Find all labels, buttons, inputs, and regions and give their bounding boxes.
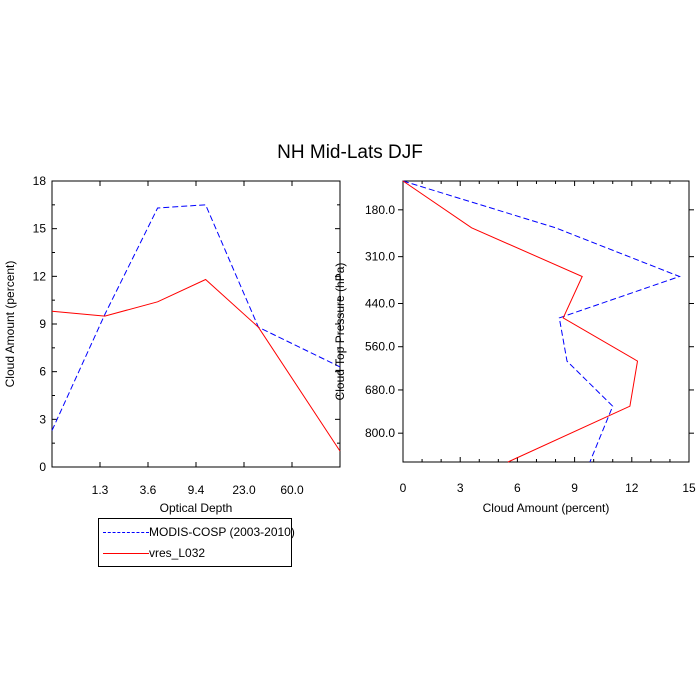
left-y-tick-label: 15: [33, 222, 47, 236]
right-x-tick-label: 3: [457, 481, 464, 495]
left-y-tick-label: 18: [33, 174, 47, 188]
right-plot-frame: [402, 180, 690, 463]
left-y-tick-label: 3: [39, 412, 46, 426]
right-x-tick-label: 12: [625, 481, 639, 495]
left-x-tick-label: 9.4: [188, 483, 205, 497]
left-y-tick-label: 9: [39, 317, 46, 331]
right-x-tick-label: 9: [571, 481, 578, 495]
right-y-tick-label: 440.0: [365, 296, 395, 310]
left-plot-frame: [51, 180, 341, 468]
left-y-tick-label: 12: [33, 269, 47, 283]
left-y-tick-label: 6: [39, 365, 46, 379]
left-y-axis-label: Cloud Amount (percent): [3, 261, 17, 388]
legend-swatch-modis: [103, 532, 149, 533]
right-series-line-vres: [402, 180, 639, 463]
right-plot: 0 3 6 9 12 15 180.0 310.0 440.0 560.0 680.0 800.0 Cl…: [333, 180, 696, 515]
left-x-tick-label: 60.0: [280, 483, 304, 497]
left-plot: 0 3 6 9 12 15 18 1.3 3.6 9.4 23.0 60.0 Optical Depth…: [3, 174, 341, 515]
legend-item-vres: vres_L032: [99, 545, 293, 563]
legend-label-vres: vres_L032: [149, 546, 206, 560]
left-x-tick-label: 23.0: [232, 483, 256, 497]
right-y-tick-label: 310.0: [365, 250, 395, 264]
left-x-tick-label: 3.6: [140, 483, 157, 497]
left-x-tick-label: 1.3: [92, 483, 109, 497]
right-x-tick-label: 0: [400, 481, 407, 495]
right-y-tick-label: 680.0: [365, 383, 395, 397]
legend: MODIS-COSP (2003-2010) vres_L032: [98, 518, 295, 567]
left-series-line-vres: [51, 278, 341, 452]
left-series-line-modis: [51, 204, 341, 431]
left-x-axis-label: Optical Depth: [160, 501, 233, 515]
right-x-axis-label: Cloud Amount (percent): [483, 501, 610, 515]
right-x-tick-label: 15: [682, 481, 696, 495]
right-y-tick-label: 800.0: [365, 426, 395, 440]
legend-swatch-vres: [103, 553, 149, 554]
left-y-tick-label: 0: [39, 460, 46, 474]
legend-item-modis: MODIS-COSP (2003-2010): [99, 524, 295, 542]
right-y-axis-label: Cloud Top Pressure (hPa): [333, 263, 347, 401]
right-y-tick-label: 180.0: [365, 203, 395, 217]
right-x-tick-label: 6: [514, 481, 521, 495]
chart-title: NH Mid-Lats DJF: [277, 142, 423, 163]
legend-label-modis: MODIS-COSP (2003-2010): [149, 525, 295, 539]
right-series-line-modis: [402, 180, 681, 463]
right-y-tick-label: 560.0: [365, 340, 395, 354]
